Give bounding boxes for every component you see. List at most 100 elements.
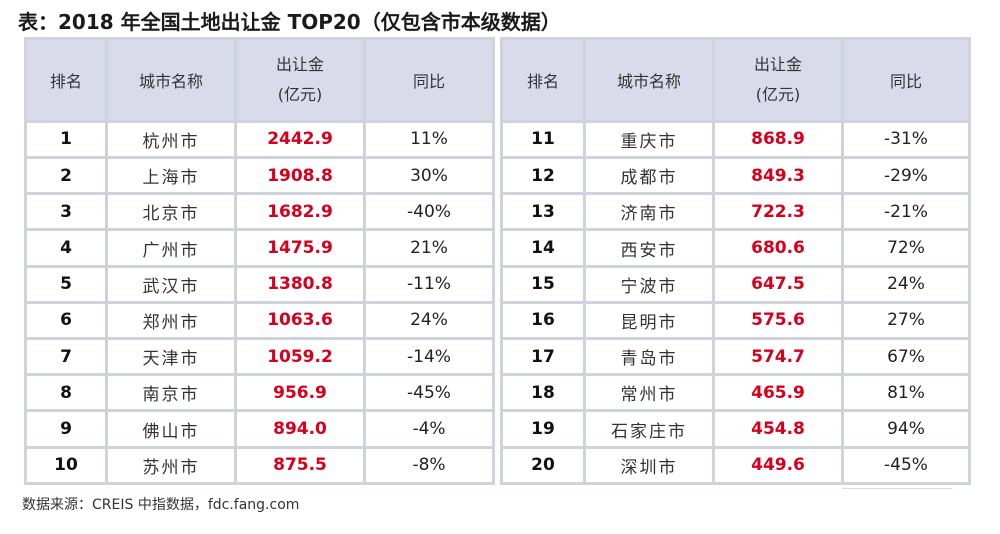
rank-cell: 9 [27, 412, 105, 446]
amount-cell: 1908.8 [237, 158, 363, 193]
rank-cell: 11 [503, 122, 583, 156]
table-row: 13 济南市 722.3 -21% [503, 195, 968, 229]
table-row: 7 天津市 1059.2 -14% [27, 340, 492, 374]
header-yoy: 同比 [844, 40, 968, 120]
header-rank: 排名 [503, 40, 583, 120]
amount-cell: 465.9 [715, 376, 841, 410]
city-cell: 佛山市 [108, 412, 234, 446]
amount-cell: 1475.9 [237, 231, 363, 265]
table-row: 5 武汉市 1380.8 -11% [27, 267, 492, 301]
header-city: 城市名称 [586, 40, 712, 120]
rank-cell: 17 [503, 340, 583, 374]
ranking-table-left: 排名 城市名称 出让金 (亿元) 同比 1 杭州市 2442.9 11% 2 上海市 190… [24, 37, 495, 485]
table-row: 11 重庆市 868.9 -31% [503, 122, 968, 156]
city-cell: 天津市 [108, 340, 234, 374]
rank-cell: 1 [27, 122, 105, 156]
rank-cell: 18 [503, 376, 583, 410]
yoy-cell: 72% [844, 231, 968, 265]
city-cell: 石家庄市 [586, 412, 712, 446]
amount-cell: 1682.9 [237, 195, 363, 229]
rank-cell: 4 [27, 231, 105, 265]
amount-cell: 875.5 [237, 448, 363, 482]
table-row: 20 深圳市 449.6 -45% [503, 448, 968, 482]
header-amount: 出让金 (亿元) [715, 40, 841, 120]
yoy-cell: 81% [844, 376, 968, 410]
table-header-row: 排名 城市名称 出让金 (亿元) 同比 [27, 40, 492, 120]
city-cell: 深圳市 [586, 448, 712, 482]
yoy-cell: 94% [844, 412, 968, 446]
amount-cell: 647.5 [715, 267, 841, 301]
amount-cell: 1380.8 [237, 267, 363, 301]
rank-cell: 3 [27, 195, 105, 229]
amount-cell: 454.8 [715, 412, 841, 446]
ranking-table-right: 排名 城市名称 出让金 (亿元) 同比 11 重庆市 868.9 -31% 12 成都市 8… [500, 37, 971, 485]
page-title: 表：2018 年全国土地出让金 TOP20（仅包含市本级数据） [18, 10, 561, 34]
yoy-cell: 21% [366, 231, 492, 265]
table-row: 19 石家庄市 454.8 94% [503, 412, 968, 446]
yoy-cell: -21% [844, 195, 968, 229]
table-row: 2 上海市 1908.8 30% [27, 158, 492, 193]
yoy-cell: 30% [366, 158, 492, 193]
city-cell: 南京市 [108, 376, 234, 410]
rank-cell: 7 [27, 340, 105, 374]
table-row: 15 宁波市 647.5 24% [503, 267, 968, 301]
city-cell: 武汉市 [108, 267, 234, 301]
amount-cell: 575.6 [715, 303, 841, 338]
table-row: 14 西安市 680.6 72% [503, 231, 968, 265]
data-source-note: 数据来源：CREIS 中指数据，fdc.fang.com [22, 497, 300, 513]
rank-cell: 6 [27, 303, 105, 338]
rank-cell: 5 [27, 267, 105, 301]
amount-cell: 894.0 [237, 412, 363, 446]
city-cell: 成都市 [586, 158, 712, 193]
rank-cell: 12 [503, 158, 583, 193]
table-row: 1 杭州市 2442.9 11% [27, 122, 492, 156]
yoy-cell: -31% [844, 122, 968, 156]
yoy-cell: -29% [844, 158, 968, 193]
amount-cell: 2442.9 [237, 122, 363, 156]
city-cell: 昆明市 [586, 303, 712, 338]
city-cell: 重庆市 [586, 122, 712, 156]
ranking-tables: 排名 城市名称 出让金 (亿元) 同比 1 杭州市 2442.9 11% 2 上海市 190… [24, 37, 971, 485]
amount-cell: 574.7 [715, 340, 841, 374]
table-row: 6 郑州市 1063.6 24% [27, 303, 492, 338]
yoy-cell: 24% [366, 303, 492, 338]
table-header-row: 排名 城市名称 出让金 (亿元) 同比 [503, 40, 968, 120]
header-rank: 排名 [27, 40, 105, 120]
header-amount-unit: (亿元) [277, 84, 323, 104]
rank-cell: 14 [503, 231, 583, 265]
yoy-cell: -45% [366, 376, 492, 410]
amount-cell: 956.9 [237, 376, 363, 410]
header-yoy: 同比 [366, 40, 492, 120]
table-row: 16 昆明市 575.6 27% [503, 303, 968, 338]
rank-cell: 20 [503, 448, 583, 482]
yoy-cell: 11% [366, 122, 492, 156]
city-cell: 青岛市 [586, 340, 712, 374]
table-row: 18 常州市 465.9 81% [503, 376, 968, 410]
table-row: 9 佛山市 894.0 -4% [27, 412, 492, 446]
header-amount-unit: (亿元) [755, 84, 801, 104]
table-row: 17 青岛市 574.7 67% [503, 340, 968, 374]
rank-cell: 16 [503, 303, 583, 338]
rank-cell: 8 [27, 376, 105, 410]
rank-cell: 19 [503, 412, 583, 446]
amount-cell: 1063.6 [237, 303, 363, 338]
header-amount-label: 出让金 [753, 54, 802, 74]
table-row: 4 广州市 1475.9 21% [27, 231, 492, 265]
city-cell: 上海市 [108, 158, 234, 193]
city-cell: 北京市 [108, 195, 234, 229]
yoy-cell: 27% [844, 303, 968, 338]
city-cell: 西安市 [586, 231, 712, 265]
yoy-cell: -11% [366, 267, 492, 301]
rank-cell: 13 [503, 195, 583, 229]
yoy-cell: 67% [844, 340, 968, 374]
city-cell: 郑州市 [108, 303, 234, 338]
city-cell: 广州市 [108, 231, 234, 265]
amount-cell: 849.3 [715, 158, 841, 193]
amount-cell: 722.3 [715, 195, 841, 229]
yoy-cell: 24% [844, 267, 968, 301]
table-row: 12 成都市 849.3 -29% [503, 158, 968, 193]
table-row: 8 南京市 956.9 -45% [27, 376, 492, 410]
rank-cell: 15 [503, 267, 583, 301]
amount-cell: 868.9 [715, 122, 841, 156]
